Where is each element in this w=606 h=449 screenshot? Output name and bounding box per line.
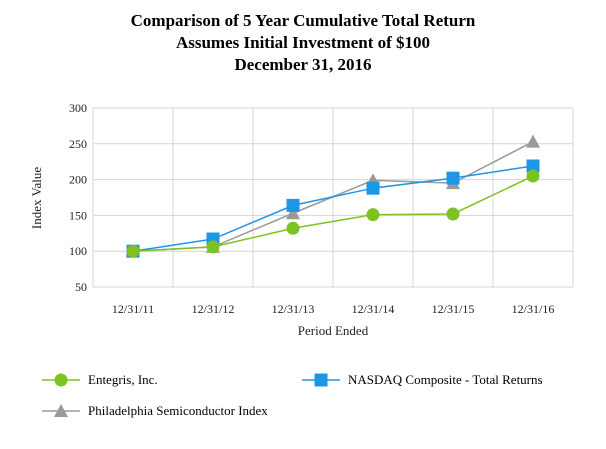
data-point-triangle	[526, 134, 540, 148]
y-tick-label: 50	[75, 280, 87, 294]
legend-label-philadelphia: Philadelphia Semiconductor Index	[88, 403, 268, 418]
data-point-triangle	[286, 206, 300, 220]
legend-label-entegris: Entegris, Inc.	[88, 372, 158, 387]
y-tick-label: 100	[69, 244, 87, 258]
y-tick-label: 250	[69, 137, 87, 151]
x-tick-label: 12/31/11	[112, 302, 154, 316]
legend-item-nasdaq: NASDAQ Composite - Total Returns	[302, 370, 543, 390]
series-line-0	[132, 175, 534, 252]
data-point-circle	[126, 244, 140, 258]
data-point-square	[366, 181, 380, 195]
series-line-1	[132, 165, 534, 252]
data-point-circle	[286, 221, 300, 235]
series-layer	[126, 134, 540, 258]
grid-layer	[92, 107, 574, 288]
y-tick-label: 300	[69, 101, 87, 115]
y-tick-label: 150	[69, 208, 87, 222]
x-tick-label: 12/31/13	[272, 302, 315, 316]
x-tick-label: 12/31/15	[432, 302, 475, 316]
data-point-circle	[446, 207, 460, 221]
x-axis-label: Period Ended	[298, 323, 369, 338]
legend-item-entegris: Entegris, Inc.	[42, 370, 158, 390]
data-point-circle	[526, 169, 540, 183]
chart-date: December 31, 2016	[234, 55, 372, 74]
data-point-circle	[366, 208, 380, 222]
legend-label-nasdaq: NASDAQ Composite - Total Returns	[348, 372, 543, 387]
legend-swatch-triangle	[42, 404, 80, 417]
data-point-circle	[206, 240, 220, 254]
data-point-square	[526, 159, 540, 173]
data-point-square	[446, 171, 460, 185]
chart-title: Comparison of 5 Year Cumulative Total Re…	[130, 11, 476, 30]
chart-title-block: Comparison of 5 Year Cumulative Total Re…	[0, 10, 606, 76]
y-axis-label: Index Value	[29, 167, 44, 229]
y-tick-label: 200	[69, 173, 87, 187]
legend-item-philadelphia: Philadelphia Semiconductor Index	[42, 401, 268, 421]
x-tick-label: 12/31/16	[512, 302, 555, 316]
x-tick-label: 12/31/14	[352, 302, 395, 316]
legend-swatch-square	[302, 373, 340, 387]
chart-subtitle: Assumes Initial Investment of $100	[175, 33, 431, 52]
legend-swatch-circle	[42, 373, 80, 387]
x-tick-label: 12/31/12	[192, 302, 235, 316]
axis-layer: 50 100 150 200 250 300 12/31/11 12/31/12 12/31/1…	[69, 101, 554, 316]
data-point-square	[286, 198, 300, 212]
